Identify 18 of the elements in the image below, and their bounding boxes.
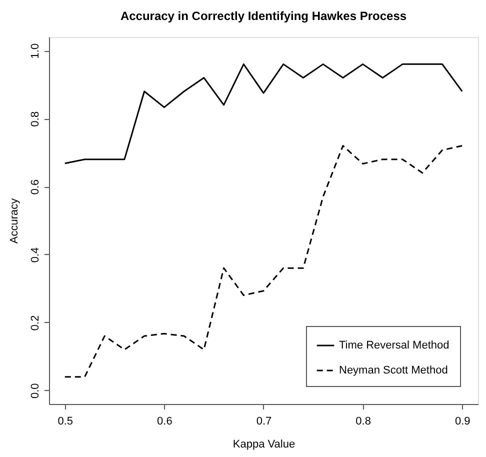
y-tick-label: 0.2: [30, 315, 42, 331]
x-axis-title: Kappa Value: [232, 438, 296, 450]
x-tick-label: 0.8: [356, 416, 371, 428]
y-tick-label: 1.0: [30, 43, 42, 59]
y-tick-label: 0.0: [30, 383, 42, 399]
x-tick-label: 0.6: [157, 416, 172, 428]
y-tick-label: 0.4: [30, 247, 42, 263]
line-series: [64, 63, 463, 164]
y-tick-label: 0.6: [30, 179, 42, 195]
x-tick-label: 0.5: [58, 416, 74, 428]
y-axis-title: Accuracy: [8, 198, 20, 244]
legend-label: Time Reversal Method: [339, 340, 450, 352]
y-tick-label: 0.8: [30, 111, 42, 127]
line-series: [64, 144, 463, 378]
x-tick-label: 0.9: [454, 416, 470, 428]
x-tick-label: 0.7: [256, 416, 272, 428]
legend-label: Neyman Scott Method: [339, 364, 448, 376]
chart-title: Accuracy in Correctly Identifying Hawkes Process: [120, 9, 407, 23]
